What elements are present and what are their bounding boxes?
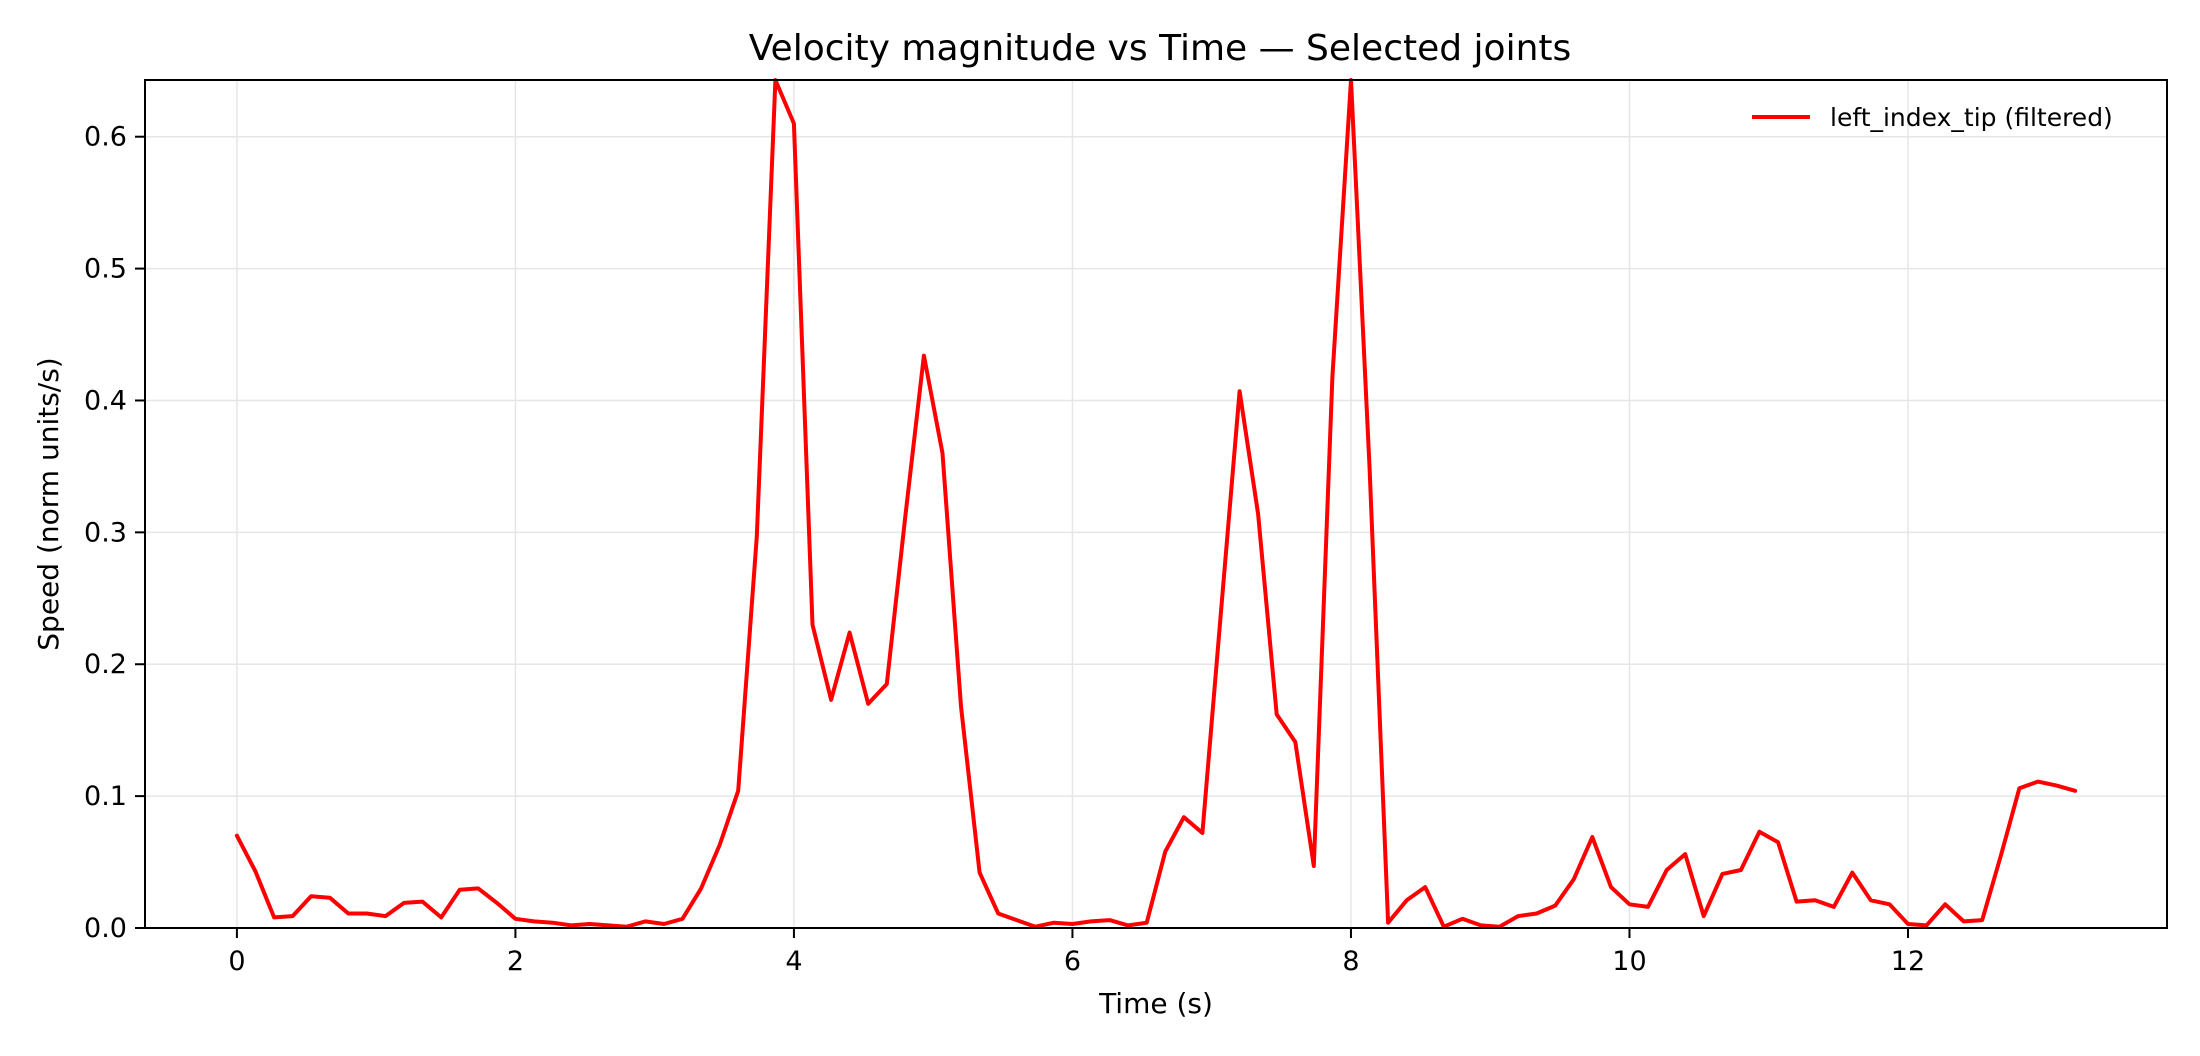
legend-label: left_index_tip (filtered): [1830, 103, 2113, 132]
y-tick-label: 0.3: [84, 517, 127, 548]
y-tick-label: 0.5: [84, 254, 127, 285]
y-tick-label: 0.1: [84, 781, 127, 812]
x-tick-label: 8: [1342, 946, 1359, 977]
grid-lines: [145, 80, 2167, 929]
series-line: [234, 78, 2078, 929]
x-tick-label: 2: [507, 946, 524, 977]
x-tick-label: 4: [785, 946, 802, 977]
legend: left_index_tip (filtered): [1752, 103, 2113, 132]
x-axis-label: Time (s): [1098, 987, 1213, 1020]
x-tick-label: 6: [1064, 946, 1081, 977]
plot-frame: [144, 79, 2168, 929]
x-tick-label: 10: [1612, 946, 1646, 977]
y-axis-ticks: 0.0 0.1 0.2 0.3 0.4 0.5 0.6: [84, 122, 145, 944]
y-tick-label: 0.2: [84, 649, 127, 680]
x-axis-ticks: 0 2 4 6 8 10 12: [228, 928, 1925, 977]
y-axis-label: Speed (norm units/s): [32, 357, 65, 650]
chart-title: Velocity magnitude vs Time — Selected jo…: [749, 28, 1572, 69]
x-tick-label: 12: [1891, 946, 1925, 977]
x-tick-label: 0: [228, 946, 245, 977]
series-layer: [234, 78, 2078, 929]
y-tick-label: 0.4: [84, 385, 127, 416]
y-tick-label: 0.6: [84, 122, 127, 153]
y-tick-label: 0.0: [84, 913, 127, 944]
